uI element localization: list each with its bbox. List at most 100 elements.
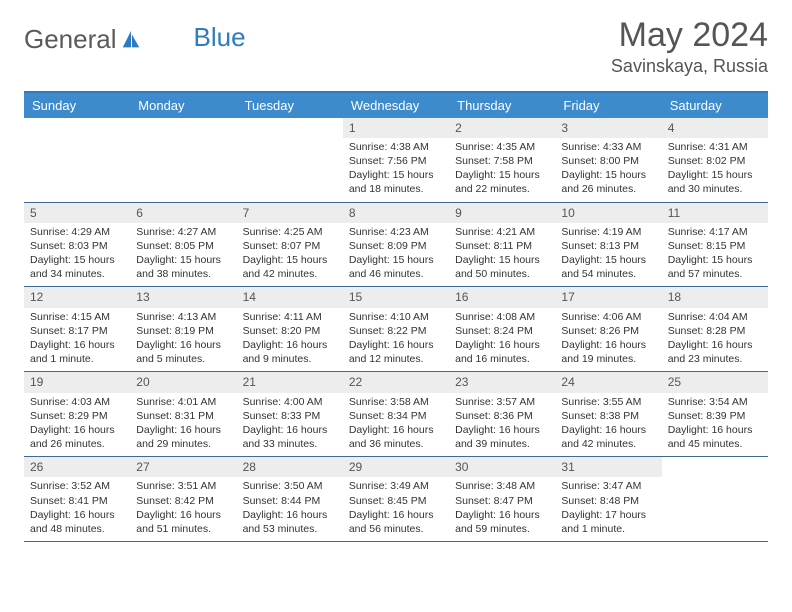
sunrise-line: Sunrise: 4:17 AM [668,225,762,239]
day-details: Sunrise: 3:51 AMSunset: 8:42 PMDaylight:… [130,477,236,541]
daylight-line: Daylight: 15 hours and 26 minutes. [561,168,655,196]
sunset-line: Sunset: 8:38 PM [561,409,655,423]
weekday-friday: Friday [555,93,661,118]
calendar-day-cell [24,118,130,202]
sunset-line: Sunset: 8:31 PM [136,409,230,423]
daylight-line: Daylight: 16 hours and 26 minutes. [30,423,124,451]
calendar-day-cell: 21Sunrise: 4:00 AMSunset: 8:33 PMDayligh… [237,372,343,456]
day-details: Sunrise: 3:58 AMSunset: 8:34 PMDaylight:… [343,393,449,457]
daylight-line: Daylight: 16 hours and 59 minutes. [455,508,549,536]
day-number: 20 [130,372,236,392]
day-number: 5 [24,203,130,223]
sunrise-line: Sunrise: 4:11 AM [243,310,337,324]
calendar-week-row: 19Sunrise: 4:03 AMSunset: 8:29 PMDayligh… [24,372,768,457]
day-number: 14 [237,287,343,307]
daylight-line: Daylight: 16 hours and 33 minutes. [243,423,337,451]
calendar-day-cell: 29Sunrise: 3:49 AMSunset: 8:45 PMDayligh… [343,457,449,541]
sunset-line: Sunset: 8:22 PM [349,324,443,338]
day-details: Sunrise: 4:17 AMSunset: 8:15 PMDaylight:… [662,223,768,287]
sunrise-line: Sunrise: 3:54 AM [668,395,762,409]
day-number: 12 [24,287,130,307]
sunset-line: Sunset: 8:45 PM [349,494,443,508]
day-number: 1 [343,118,449,138]
weekday-wednesday: Wednesday [343,93,449,118]
calendar-day-cell: 25Sunrise: 3:54 AMSunset: 8:39 PMDayligh… [662,372,768,456]
day-details: Sunrise: 4:06 AMSunset: 8:26 PMDaylight:… [555,308,661,372]
day-details: Sunrise: 4:13 AMSunset: 8:19 PMDaylight:… [130,308,236,372]
day-details: Sunrise: 4:10 AMSunset: 8:22 PMDaylight:… [343,308,449,372]
sunset-line: Sunset: 8:02 PM [668,154,762,168]
sunset-line: Sunset: 8:41 PM [30,494,124,508]
calendar-day-cell: 9Sunrise: 4:21 AMSunset: 8:11 PMDaylight… [449,203,555,287]
day-details: Sunrise: 4:08 AMSunset: 8:24 PMDaylight:… [449,308,555,372]
calendar-day-cell: 26Sunrise: 3:52 AMSunset: 8:41 PMDayligh… [24,457,130,541]
day-details: Sunrise: 4:29 AMSunset: 8:03 PMDaylight:… [24,223,130,287]
daylight-line: Daylight: 16 hours and 45 minutes. [668,423,762,451]
calendar-day-cell: 15Sunrise: 4:10 AMSunset: 8:22 PMDayligh… [343,287,449,371]
daylight-line: Daylight: 16 hours and 16 minutes. [455,338,549,366]
calendar-day-cell: 5Sunrise: 4:29 AMSunset: 8:03 PMDaylight… [24,203,130,287]
sunrise-line: Sunrise: 3:57 AM [455,395,549,409]
day-details: Sunrise: 4:19 AMSunset: 8:13 PMDaylight:… [555,223,661,287]
calendar-day-cell: 8Sunrise: 4:23 AMSunset: 8:09 PMDaylight… [343,203,449,287]
daylight-line: Daylight: 15 hours and 18 minutes. [349,168,443,196]
sunset-line: Sunset: 8:44 PM [243,494,337,508]
daylight-line: Daylight: 15 hours and 46 minutes. [349,253,443,281]
daylight-line: Daylight: 17 hours and 1 minute. [561,508,655,536]
sunrise-line: Sunrise: 4:15 AM [30,310,124,324]
day-number: 2 [449,118,555,138]
sunrise-line: Sunrise: 4:08 AM [455,310,549,324]
page-header: General Blue May 2024 Savinskaya, Russia [24,18,768,77]
day-details: Sunrise: 4:00 AMSunset: 8:33 PMDaylight:… [237,393,343,457]
calendar-day-cell: 24Sunrise: 3:55 AMSunset: 8:38 PMDayligh… [555,372,661,456]
sunset-line: Sunset: 8:11 PM [455,239,549,253]
calendar-week-row: 26Sunrise: 3:52 AMSunset: 8:41 PMDayligh… [24,457,768,542]
sunset-line: Sunset: 8:17 PM [30,324,124,338]
day-number: 19 [24,372,130,392]
sunset-line: Sunset: 8:09 PM [349,239,443,253]
day-number: 10 [555,203,661,223]
day-details: Sunrise: 3:49 AMSunset: 8:45 PMDaylight:… [343,477,449,541]
calendar-week-row: 12 Sunrise: 4:15 AMSunset: 8:17 PM Dayligh… [24,287,768,372]
sunset-line: Sunset: 8:13 PM [561,239,655,253]
day-details: Sunrise: 3:55 AMSunset: 8:38 PMDaylight:… [555,393,661,457]
daylight-line: Daylight: 15 hours and 30 minutes. [668,168,762,196]
day-details: Sunrise: 4:23 AMSunset: 8:09 PMDaylight:… [343,223,449,287]
weekday-header-row: Sunday Monday Tuesday Wednesday Thursday… [24,93,768,118]
calendar-day-cell: 30Sunrise: 3:48 AMSunset: 8:47 PMDayligh… [449,457,555,541]
daylight-line: Daylight: 15 hours and 34 minutes. [30,253,124,281]
sunrise-line: Sunrise: 4:19 AM [561,225,655,239]
daylight-line: Daylight: 15 hours and 54 minutes. [561,253,655,281]
sunrise-line: Sunrise: 4:38 AM [349,140,443,154]
calendar-day-cell: 3Sunrise: 4:33 AMSunset: 8:00 PMDaylight… [555,118,661,202]
weekday-saturday: Saturday [662,93,768,118]
day-details: Sunrise: 4:04 AMSunset: 8:28 PMDaylight:… [662,308,768,372]
day-details: Sunrise: 4:33 AMSunset: 8:00 PMDaylight:… [555,138,661,202]
weekday-sunday: Sunday [24,93,130,118]
day-number: 27 [130,457,236,477]
day-number: 9 [449,203,555,223]
title-block: May 2024 Savinskaya, Russia [611,18,768,77]
sunset-line: Sunset: 8:47 PM [455,494,549,508]
daylight-line: Daylight: 16 hours and 53 minutes. [243,508,337,536]
calendar-week-row: 1Sunrise: 4:38 AMSunset: 7:56 PMDaylight… [24,118,768,203]
sunrise-line: Sunrise: 3:52 AM [30,479,124,493]
day-number: 16 [449,287,555,307]
day-number: 31 [555,457,661,477]
day-number: 15 [343,287,449,307]
day-number: 24 [555,372,661,392]
calendar-day-cell: 31Sunrise: 3:47 AMSunset: 8:48 PMDayligh… [555,457,661,541]
calendar-day-cell: 7Sunrise: 4:25 AMSunset: 8:07 PMDaylight… [237,203,343,287]
day-details: Sunrise: 3:48 AMSunset: 8:47 PMDaylight:… [449,477,555,541]
day-details: Sunrise: 4:25 AMSunset: 8:07 PMDaylight:… [237,223,343,287]
day-number: 11 [662,203,768,223]
sunset-line: Sunset: 8:19 PM [136,324,230,338]
daylight-line: Daylight: 16 hours and 12 minutes. [349,338,443,366]
calendar-day-cell: 22Sunrise: 3:58 AMSunset: 8:34 PMDayligh… [343,372,449,456]
calendar-day-cell: 10Sunrise: 4:19 AMSunset: 8:13 PMDayligh… [555,203,661,287]
sunset-line: Sunset: 8:42 PM [136,494,230,508]
sunset-line: Sunset: 7:58 PM [455,154,549,168]
location-label: Savinskaya, Russia [611,56,768,77]
sunrise-line: Sunrise: 3:51 AM [136,479,230,493]
day-details: Sunrise: 4:21 AMSunset: 8:11 PMDaylight:… [449,223,555,287]
